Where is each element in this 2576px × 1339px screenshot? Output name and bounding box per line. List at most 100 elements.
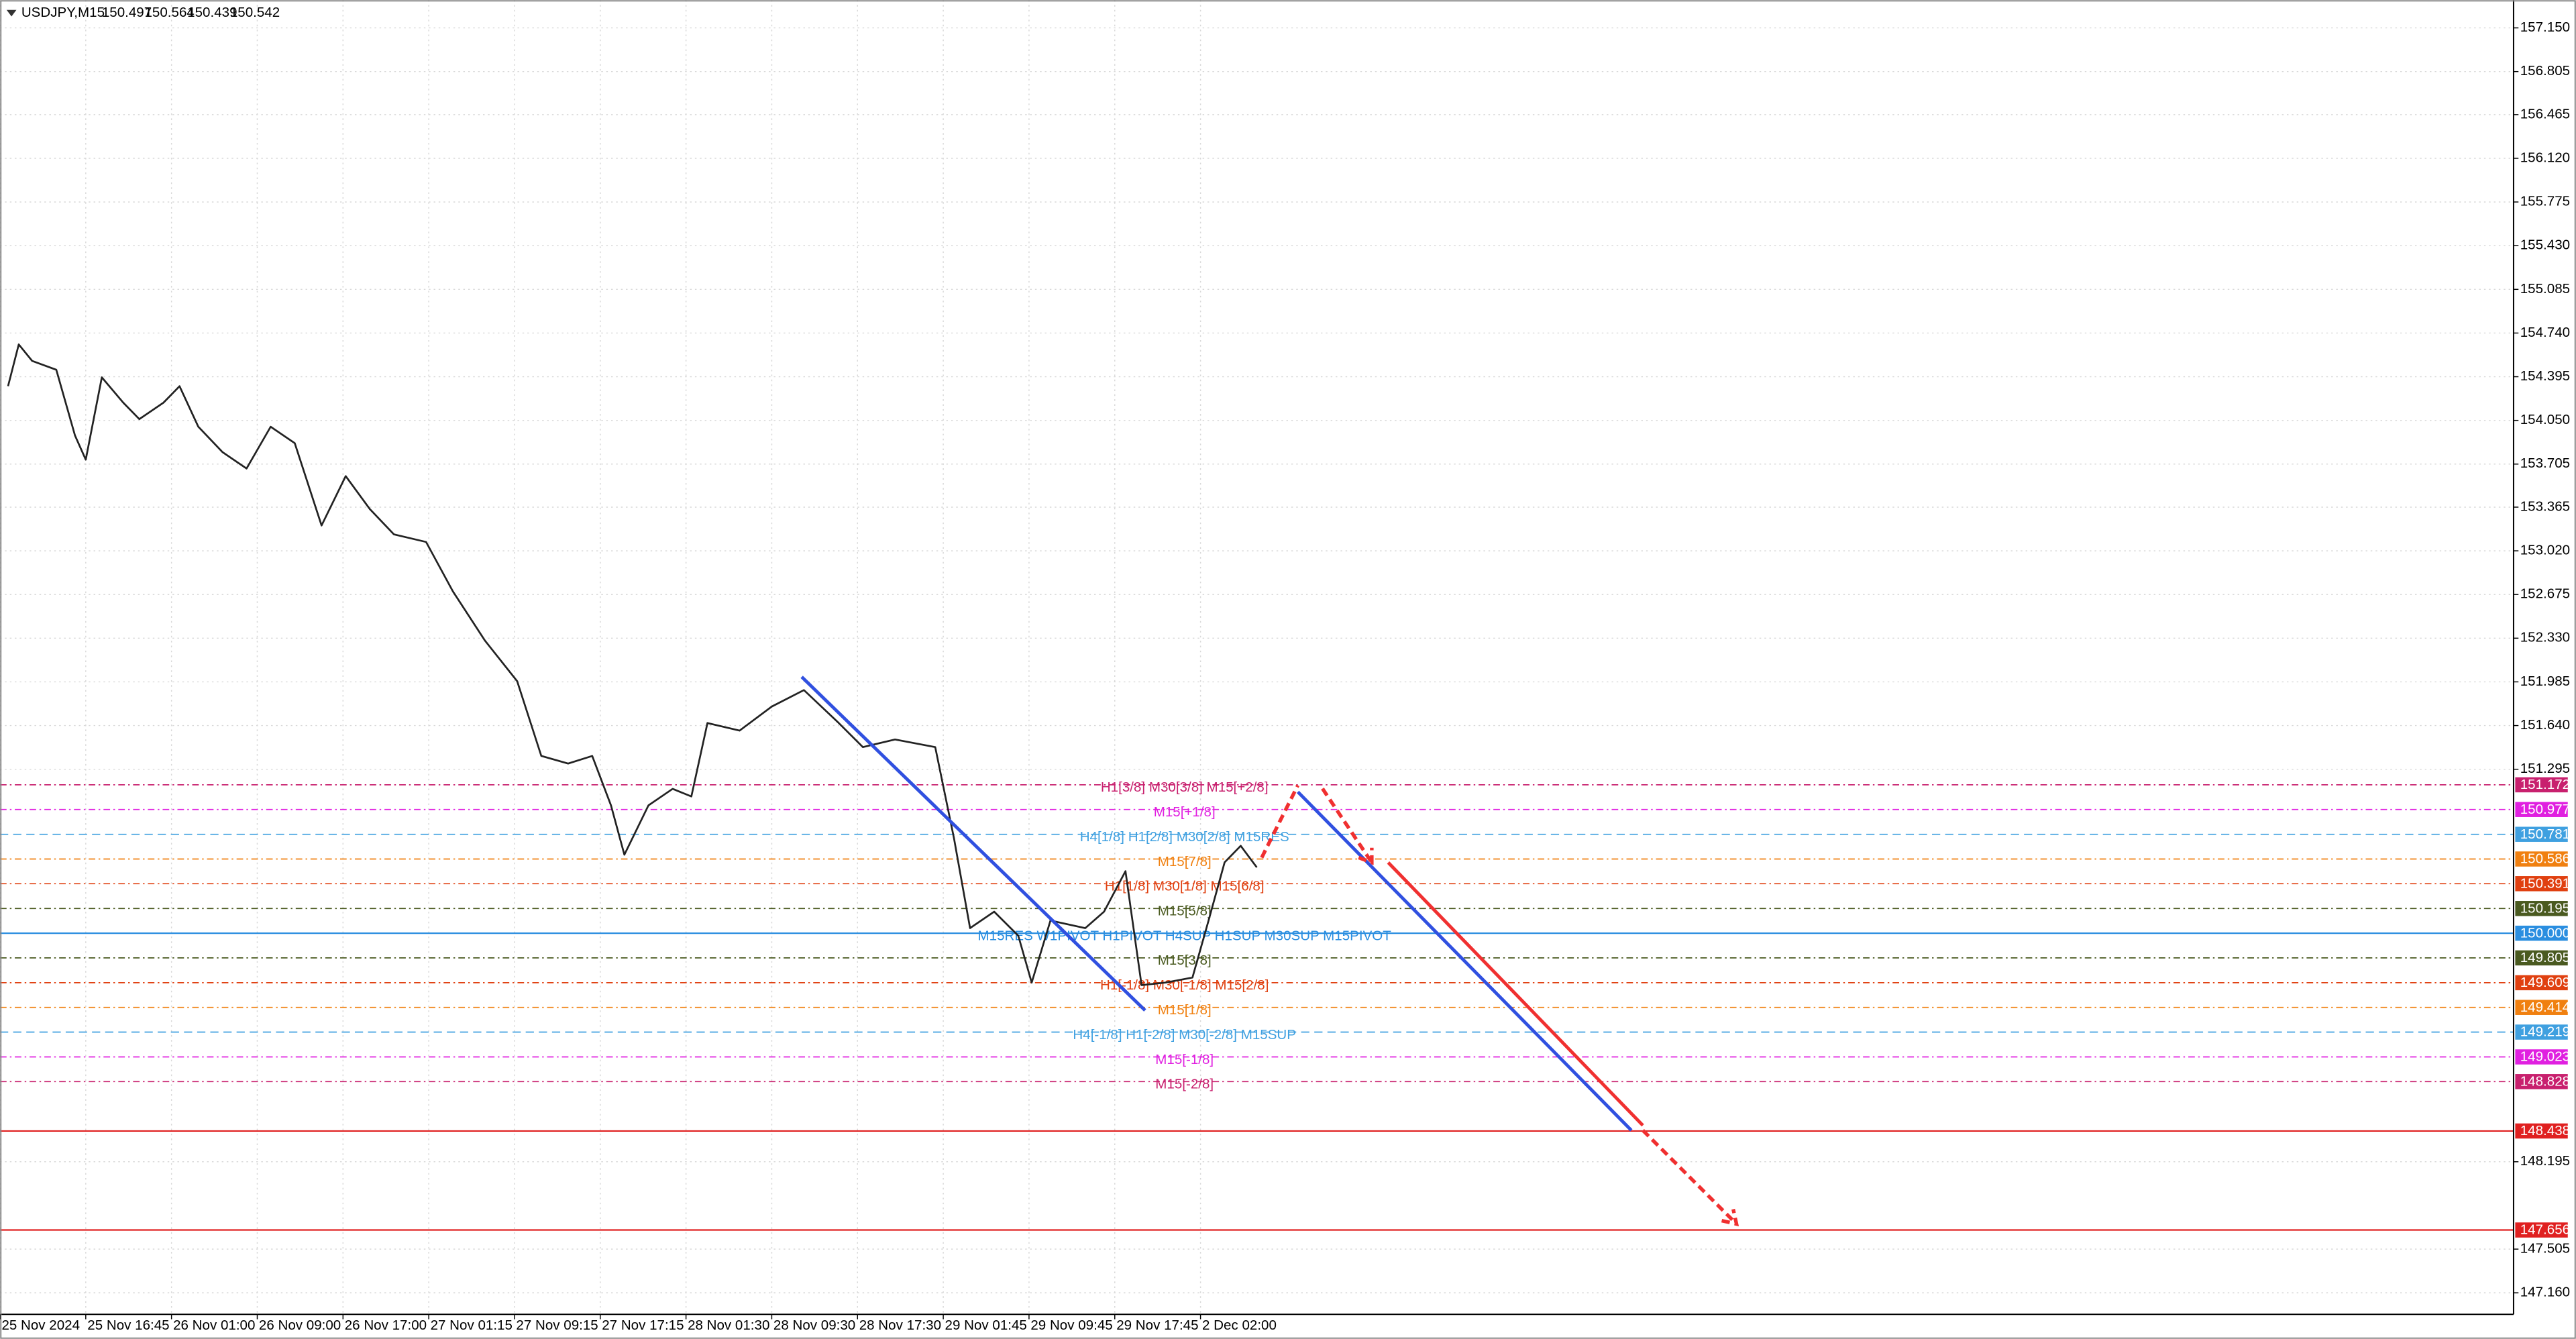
level-label: M15[7/8] xyxy=(1158,854,1212,869)
x-tick-label: 29 Nov 01:45 xyxy=(945,1318,1027,1333)
level-price-label: 149.609 xyxy=(2520,975,2570,990)
x-tick-label: 28 Nov 09:30 xyxy=(773,1318,855,1333)
x-tick-label: 27 Nov 17:15 xyxy=(602,1318,684,1333)
level-price-box xyxy=(2515,925,2568,941)
y-tick-label: 155.430 xyxy=(2520,237,2570,253)
level-price-box xyxy=(2515,901,2568,916)
x-tick-label: 2 Dec 02:00 xyxy=(1202,1318,1277,1333)
level-price-box xyxy=(2515,777,2568,793)
y-tick-label: 151.295 xyxy=(2520,761,2570,776)
x-tick-label: 26 Nov 09:00 xyxy=(259,1318,341,1333)
level-label: H4[-1/8] H1[-2/8] M30[-2/8] M15SUP xyxy=(1073,1027,1296,1042)
y-tick-label: 152.675 xyxy=(2520,586,2570,602)
level-price-label: 149.414 xyxy=(2520,1000,2570,1015)
labels: 157.150 156.805 156.465 156.120 155.775 155.4… xyxy=(0,19,2570,1333)
level-price-label: 150.391 xyxy=(2520,875,2570,891)
y-tick-label: 153.365 xyxy=(2520,498,2570,514)
level-price-label: 149.805 xyxy=(2520,950,2570,965)
x-tick-label: 29 Nov 17:45 xyxy=(1116,1318,1198,1333)
x-tick-label: 29 Nov 09:45 xyxy=(1030,1318,1112,1333)
trend-line xyxy=(1387,861,1644,1127)
level-price-box xyxy=(2515,1074,2568,1089)
forecast-arrow xyxy=(1260,784,1300,859)
ohlc-value: 150.497 xyxy=(102,5,152,20)
level-price-box xyxy=(2515,975,2568,991)
y-tick-label: 154.740 xyxy=(2520,325,2570,340)
y-tick-label: 156.120 xyxy=(2520,150,2570,165)
level-label: M15[-2/8] xyxy=(1155,1077,1214,1092)
level-price-label: 150.977 xyxy=(2520,802,2570,817)
level-price-box xyxy=(2515,1024,2568,1040)
y-tick-label: 151.985 xyxy=(2520,674,2570,689)
symbol-icon xyxy=(6,9,17,17)
y-tick-label: 148.195 xyxy=(2520,1153,2570,1169)
level-price-box xyxy=(2515,950,2568,966)
level-label: M15[+1/8] xyxy=(1154,804,1216,820)
grid xyxy=(0,0,2514,1315)
level-price-box xyxy=(2515,826,2568,842)
y-tick-label: 155.085 xyxy=(2520,281,2570,297)
x-tick-label: 25 Nov 16:45 xyxy=(87,1318,169,1333)
level-label: M15[3/8] xyxy=(1158,953,1212,968)
y-tick-label: 147.505 xyxy=(2520,1240,2570,1256)
y-tick-label: 156.805 xyxy=(2520,63,2570,78)
trend-line xyxy=(800,676,1146,1012)
y-tick-label: 152.330 xyxy=(2520,630,2570,645)
y-tick-label: 154.395 xyxy=(2520,368,2570,384)
level-label: M15[-1/8] xyxy=(1155,1052,1214,1067)
level-price-label: 151.172 xyxy=(2520,777,2570,792)
level-price-box xyxy=(2515,1222,2568,1238)
drawings xyxy=(800,676,1739,1227)
y-tick-label: 153.020 xyxy=(2520,543,2570,558)
x-tick-label: 28 Nov 17:30 xyxy=(859,1318,941,1333)
level-price-box xyxy=(2515,876,2568,892)
y-tick-label: 153.705 xyxy=(2520,456,2570,471)
trend-line xyxy=(1296,790,1633,1132)
x-tick-label: 27 Nov 01:15 xyxy=(431,1318,513,1333)
y-tick-label: 157.150 xyxy=(2520,19,2570,35)
level-label: H1[3/8] M30[3/8] M15[+2/8] xyxy=(1101,780,1269,795)
y-tick-label: 147.160 xyxy=(2520,1285,2570,1300)
ohlc-value: 150.542 xyxy=(230,5,280,20)
level-price-box xyxy=(2515,1000,2568,1015)
x-tick-label: 26 Nov 17:00 xyxy=(345,1318,427,1333)
level-price-label: 150.586 xyxy=(2520,851,2570,867)
forecast-arrow xyxy=(1321,788,1374,865)
level-label: H1[1/8] M30[1/8] M15[6/8] xyxy=(1105,879,1265,894)
level-price-box xyxy=(2515,1049,2568,1065)
y-tick-label: 151.640 xyxy=(2520,717,2570,733)
x-tick-label: 28 Nov 01:30 xyxy=(688,1318,769,1333)
level-price-label: 150.195 xyxy=(2520,900,2570,916)
level-price-box xyxy=(2515,851,2568,867)
level-label: M15RES W1PIVOT H1PIVOT H4SUP H1SUP M30SU… xyxy=(978,928,1392,943)
x-tick-label: 26 Nov 01:00 xyxy=(173,1318,255,1333)
y-tick-label: 155.775 xyxy=(2520,194,2570,209)
level-price-label: 149.219 xyxy=(2520,1024,2570,1040)
price-line xyxy=(7,343,1258,986)
level-price-box xyxy=(2515,802,2568,817)
ohlc-value: 150.564 xyxy=(145,5,195,20)
level-price-box xyxy=(2515,1123,2568,1139)
symbol-title: USDJPY,M15 xyxy=(21,5,105,20)
levels: H1[3/8] M30[3/8] M15[+2/8] M15[+1/8] H4[1/… xyxy=(0,780,2514,1231)
level-price-label: 148.438 xyxy=(2520,1123,2570,1138)
forecast-arrow xyxy=(1642,1129,1739,1227)
ohlc-value: 150.439 xyxy=(187,5,237,20)
level-label: H4[1/8] H1[2/8] M30[2/8] M15RES xyxy=(1080,829,1289,845)
level-price-label: 148.828 xyxy=(2520,1073,2570,1089)
y-tick-label: 154.050 xyxy=(2520,412,2570,427)
x-tick-label: 25 Nov 2024 xyxy=(1,1318,80,1333)
level-price-label: 150.000 xyxy=(2520,925,2570,941)
price-series xyxy=(7,343,1258,986)
level-price-label: 150.781 xyxy=(2520,826,2570,842)
level-label: M15[5/8] xyxy=(1158,904,1212,919)
level-price-label: 149.023 xyxy=(2520,1049,2570,1065)
level-price-label: 147.656 xyxy=(2520,1222,2570,1238)
level-label: M15[1/8] xyxy=(1158,1002,1212,1018)
y-tick-label: 156.465 xyxy=(2520,106,2570,121)
level-label: H1[-1/8] M30[-1/8] M15[2/8] xyxy=(1100,977,1269,993)
